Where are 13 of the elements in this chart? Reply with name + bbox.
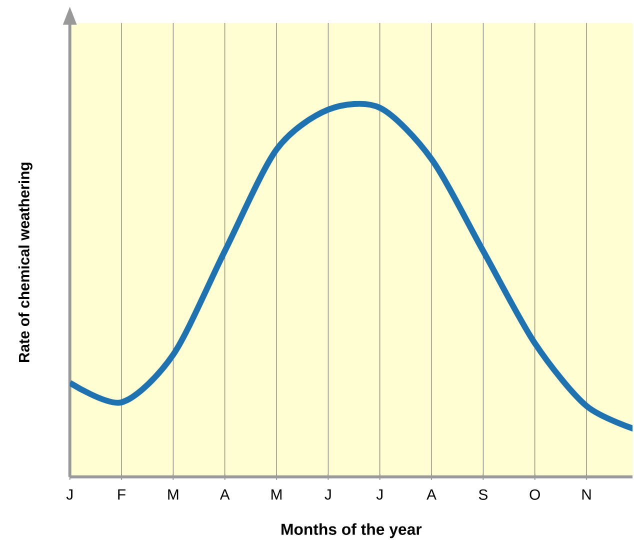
y-axis-title: Rate of chemical weathering [18,162,32,362]
x-tick-label: M [272,489,282,500]
x-tick-label: F [118,489,126,500]
x-tick-label: M [168,489,178,500]
x-tick-label: O [530,489,540,500]
x-tick-label: J [376,489,382,500]
x-tick-label: A [426,489,436,500]
x-tick-label: N [582,489,591,500]
x-tick-label: J [324,489,331,500]
x-axis-title: Months of the year [282,523,422,538]
x-tick-label: A [220,489,230,500]
x-tick-label: J [66,489,72,500]
x-tick-label: S [478,489,488,500]
